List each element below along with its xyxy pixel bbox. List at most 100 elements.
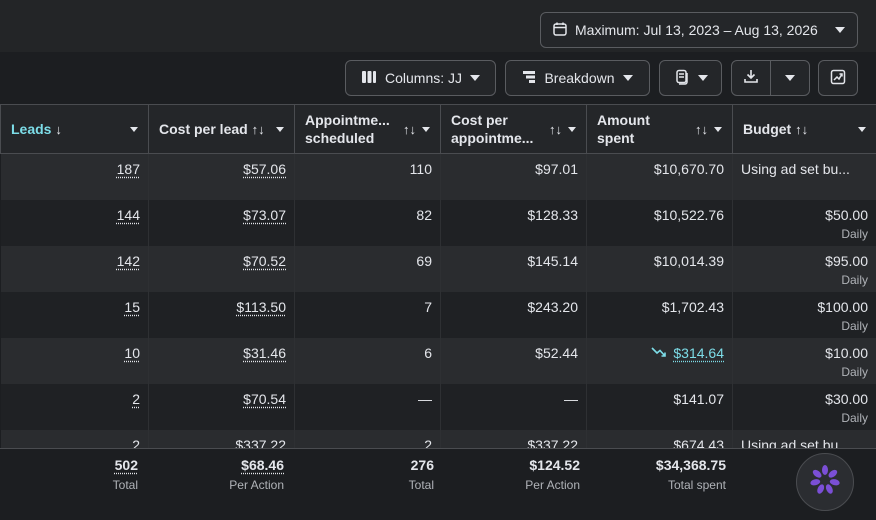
trend-down-icon — [651, 347, 670, 361]
total-amount-spent: $34,368.75 Total spent — [586, 457, 726, 492]
budget-period: Daily — [741, 227, 868, 241]
leads-value[interactable]: 142 — [117, 253, 140, 269]
total-cost-per-lead-caption: Per Action — [148, 478, 284, 492]
total-appointments-value: 276 — [294, 457, 434, 473]
columns-button[interactable]: Columns: JJ — [345, 60, 496, 96]
export-split-button[interactable] — [731, 60, 810, 96]
budget-period: Daily — [741, 365, 868, 379]
column-header-label: Amount spent — [597, 111, 689, 147]
chevron-down-icon[interactable] — [858, 127, 866, 132]
cost-per-lead-value[interactable]: $31.46 — [243, 345, 286, 361]
appointments-value: — — [418, 391, 432, 407]
budget-period: Daily — [741, 411, 868, 425]
total-cost-per-appointment-caption: Per Action — [440, 478, 580, 492]
table-row: 2 $70.54 — — $141.07 $30.00 Daily — [1, 384, 876, 430]
column-header-appointments[interactable]: Appointme... scheduled ↑↓ — [295, 105, 441, 154]
cost-per-lead-value[interactable]: $113.50 — [236, 299, 286, 315]
column-header-budget[interactable]: Budget ↑↓ — [733, 105, 876, 154]
appointments-value: 82 — [416, 207, 432, 223]
download-icon — [743, 68, 759, 89]
total-cost-per-appointment: $124.52 Per Action — [440, 457, 580, 492]
sort-icon: ↑↓ — [252, 122, 265, 137]
budget-value[interactable]: $50.00 — [825, 207, 868, 223]
column-header-cost-per-appointment[interactable]: Cost per appointme... ↑↓ — [441, 105, 587, 154]
cost-per-appointment-value: $243.20 — [527, 299, 578, 315]
column-header-label: Leads — [11, 121, 51, 137]
chart-export-icon — [830, 69, 846, 88]
budget-value[interactable]: $95.00 — [825, 253, 868, 269]
chevron-down-icon[interactable] — [130, 127, 138, 132]
cost-per-appointment-value: $52.44 — [535, 345, 578, 361]
column-header-amount-spent[interactable]: Amount spent ↑↓ — [587, 105, 733, 154]
totals-row: 502 Total $68.46 Per Action 276 Total $1… — [0, 448, 876, 520]
table-header-row: Leads ↓ Cost per lead ↑↓ Appointme... sc… — [1, 105, 876, 154]
chevron-down-icon[interactable] — [568, 127, 576, 132]
total-cost-per-lead-value[interactable]: $68.46 — [148, 457, 284, 473]
reports-button[interactable] — [659, 60, 722, 96]
sort-icon: ↑↓ — [695, 122, 708, 137]
columns-icon — [361, 70, 377, 87]
amount-spent-value: $1,702.43 — [662, 299, 724, 315]
table-row: 10 $31.46 6 $52.44 $314.64 $10.00 Daily — [1, 338, 876, 384]
budget-value[interactable]: $100.00 — [817, 299, 868, 315]
total-amount-spent-caption: Total spent — [586, 478, 726, 492]
breakdown-button[interactable]: Breakdown — [505, 60, 650, 96]
chevron-down-icon — [835, 27, 845, 33]
leads-value[interactable]: 144 — [117, 207, 140, 223]
amount-spent-value[interactable]: $314.64 — [673, 345, 724, 361]
amount-spent-value: $10,522.76 — [654, 207, 724, 223]
total-leads: 502 Total — [0, 457, 138, 492]
sort-down-icon: ↓ — [55, 122, 62, 137]
date-range-picker[interactable]: Maximum: Jul 13, 2023 – Aug 13, 2026 — [540, 12, 858, 48]
table-row: 142 $70.52 69 $145.14 $10,014.39 $95.00 D… — [1, 246, 876, 292]
total-leads-value[interactable]: 502 — [0, 457, 138, 473]
chevron-down-icon[interactable] — [276, 127, 284, 132]
leads-value[interactable]: 15 — [124, 299, 140, 315]
amount-spent-value: $10,014.39 — [654, 253, 724, 269]
total-cost-per-lead: $68.46 Per Action — [148, 457, 284, 492]
total-amount-spent-value: $34,368.75 — [586, 457, 726, 473]
chevron-down-icon[interactable] — [714, 127, 722, 132]
leads-value[interactable]: 10 — [124, 345, 140, 361]
assistant-button[interactable] — [796, 453, 854, 511]
sort-icon: ↑↓ — [403, 122, 416, 137]
table-row: 187 $57.06 110 $97.01 $10,670.70 Using a… — [1, 154, 876, 200]
chevron-down-icon[interactable] — [422, 127, 430, 132]
export-menu-button[interactable] — [770, 61, 809, 95]
appointments-value: 69 — [416, 253, 432, 269]
chevron-down-icon — [785, 75, 795, 81]
cost-per-lead-value[interactable]: $70.52 — [243, 253, 286, 269]
appointments-value: 110 — [410, 161, 432, 177]
columns-label: Columns: JJ — [385, 70, 462, 86]
cost-per-lead-value[interactable]: $57.06 — [243, 161, 286, 177]
calendar-icon — [553, 22, 567, 39]
cost-per-lead-value[interactable]: $73.07 — [243, 207, 286, 223]
leads-value[interactable]: 2 — [132, 391, 140, 407]
appointments-value: 6 — [424, 345, 432, 361]
column-header-cost-per-lead[interactable]: Cost per lead ↑↓ — [149, 105, 295, 154]
column-header-label: Budget — [743, 121, 791, 137]
amount-spent-value: $10,670.70 — [654, 161, 724, 177]
column-header-label: Appointme... scheduled — [305, 111, 397, 147]
ads-table: Leads ↓ Cost per lead ↑↓ Appointme... sc… — [0, 104, 876, 476]
amount-spent-value: $141.07 — [673, 391, 724, 407]
table-row: 15 $113.50 7 $243.20 $1,702.43 $100.00 Da… — [1, 292, 876, 338]
budget-period: Daily — [741, 319, 868, 333]
budget-value[interactable]: $10.00 — [825, 345, 868, 361]
breakdown-icon — [522, 70, 536, 87]
total-appointments-caption: Total — [294, 478, 434, 492]
column-header-leads[interactable]: Leads ↓ — [1, 105, 149, 154]
leads-value[interactable]: 187 — [117, 161, 140, 177]
sort-icon: ↑↓ — [795, 122, 808, 137]
chevron-down-icon — [623, 75, 633, 81]
cost-per-appointment-value: $145.14 — [527, 253, 578, 269]
download-button[interactable] — [732, 61, 770, 95]
reports-icon — [674, 69, 690, 88]
chevron-down-icon — [698, 75, 708, 81]
budget-value[interactable]: $30.00 — [825, 391, 868, 407]
assistant-icon — [808, 463, 842, 502]
cost-per-lead-value[interactable]: $70.54 — [243, 391, 286, 407]
chart-export-button[interactable] — [818, 60, 858, 96]
cost-per-appointment-value: $128.33 — [527, 207, 578, 223]
budget-period: Daily — [741, 273, 868, 287]
